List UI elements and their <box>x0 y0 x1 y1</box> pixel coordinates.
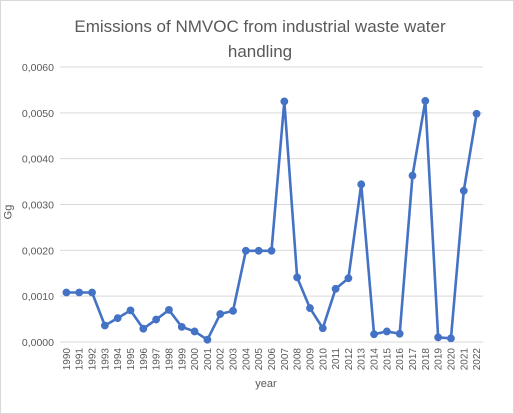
data-point <box>318 324 327 333</box>
data-point <box>447 334 455 343</box>
x-tick-label: 2005 <box>254 348 265 371</box>
series-line <box>65 99 478 342</box>
data-point <box>229 306 237 315</box>
data-point <box>139 324 148 333</box>
data-point <box>177 322 186 331</box>
data-point <box>472 109 481 118</box>
x-tick-label: 2009 <box>305 348 316 371</box>
x-tick-label: 1990 <box>62 348 73 371</box>
y-tick-label: 0,0050 <box>22 108 54 120</box>
x-tick-label: 1998 <box>164 348 175 371</box>
data-point <box>88 288 96 297</box>
data-point <box>306 304 314 312</box>
data-point <box>382 327 391 336</box>
x-axis-label: year <box>255 378 277 390</box>
data-point <box>75 288 84 297</box>
x-tick-label: 1995 <box>126 348 137 371</box>
data-point <box>165 306 173 314</box>
data-point <box>370 330 378 339</box>
data-point <box>459 186 468 195</box>
data-point <box>62 288 71 297</box>
chart-title: Emissions of NMVOC from industrial waste… <box>74 17 446 61</box>
x-tick-label: 2008 <box>293 348 304 371</box>
y-tick-label: 0,0060 <box>22 62 54 74</box>
data-point <box>126 306 135 315</box>
data-point <box>113 314 122 323</box>
x-tick-label: 2012 <box>344 348 355 371</box>
x-tick-label: 2003 <box>229 348 240 371</box>
x-tick-label: 2010 <box>318 348 329 371</box>
x-tick-label: 2022 <box>472 348 483 371</box>
x-tick-label: 2002 <box>216 348 227 371</box>
x-tick-label: 2004 <box>241 348 252 371</box>
data-point <box>203 335 212 344</box>
data-point <box>344 274 353 283</box>
x-tick-label: 1991 <box>75 348 86 371</box>
data-point <box>395 329 404 338</box>
x-tick-label: 2016 <box>395 348 406 371</box>
x-tick-label: 2020 <box>446 348 457 371</box>
x-tick-label: 2015 <box>382 348 393 371</box>
x-tick-label: 2006 <box>267 348 278 371</box>
y-tick-label: 0,0020 <box>22 245 54 257</box>
data-point <box>331 284 340 293</box>
data-point <box>241 246 250 255</box>
data-point <box>408 171 417 180</box>
data-point <box>421 97 430 105</box>
x-tick-label: 2019 <box>434 348 445 371</box>
x-tick-label: 1996 <box>139 348 150 371</box>
x-tick-label: 2021 <box>459 348 470 371</box>
y-tick-label: 0,0000 <box>22 337 54 349</box>
data-point <box>293 273 302 282</box>
data-point <box>267 246 276 255</box>
x-tick-label: 1993 <box>100 348 111 371</box>
x-tick-label: 1992 <box>88 348 99 371</box>
data-point <box>100 321 109 330</box>
x-tick-label: 2011 <box>331 348 342 370</box>
x-tick-label: 2017 <box>408 348 419 371</box>
y-tick-label: 0,0040 <box>22 154 54 166</box>
x-tick-label: 2014 <box>370 348 381 371</box>
x-tick-label: 1999 <box>177 348 188 371</box>
y-tick-label: 0,0030 <box>22 200 54 212</box>
x-tick-label: 2000 <box>190 348 201 371</box>
data-point <box>357 180 366 189</box>
x-tick-label: 2018 <box>421 348 432 371</box>
data-point <box>280 97 289 106</box>
data-point <box>216 310 225 318</box>
data-point <box>434 333 443 342</box>
data-point <box>254 246 263 255</box>
x-tick-label: 1994 <box>113 348 124 371</box>
x-tick-label: 2007 <box>280 348 291 371</box>
y-tick-label: 0,0010 <box>22 291 54 303</box>
data-point <box>190 327 199 336</box>
x-tick-label: 2013 <box>357 348 368 371</box>
x-tick-label: 1997 <box>152 348 163 371</box>
x-tick-label: 2001 <box>203 348 214 371</box>
data-point <box>152 315 161 324</box>
